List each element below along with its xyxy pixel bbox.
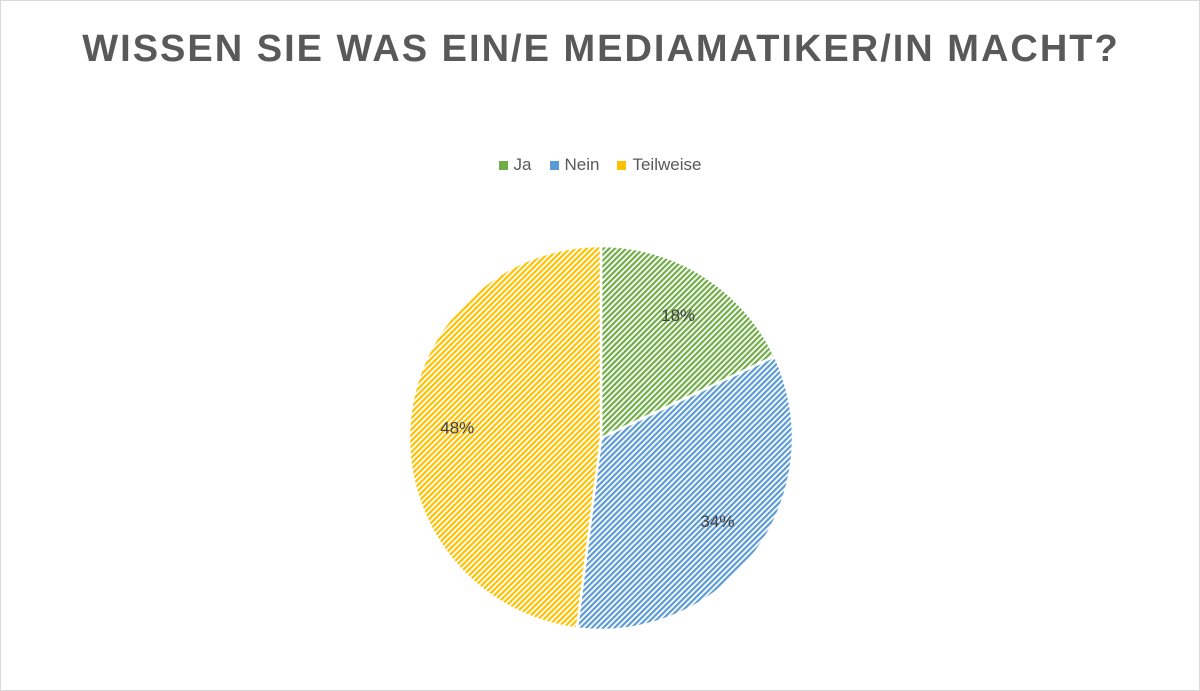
legend-label: Ja bbox=[513, 155, 532, 174]
data-label: 18% bbox=[661, 306, 695, 325]
data-label: 48% bbox=[440, 418, 474, 437]
legend-item: Ja bbox=[498, 155, 532, 175]
legend-item: Teilweise bbox=[617, 155, 701, 175]
pie-slice bbox=[575, 354, 795, 632]
pie-slice bbox=[599, 244, 777, 440]
legend-label: Nein bbox=[564, 155, 600, 174]
legend-swatch bbox=[498, 160, 508, 170]
pie-slice bbox=[407, 244, 603, 630]
legend-swatch bbox=[617, 160, 627, 170]
chart-title: WISSEN SIE WAS EIN/E MEDIAMATIKER/IN MAC… bbox=[82, 28, 1120, 70]
data-label: 34% bbox=[700, 512, 734, 531]
legend-label: Teilweise bbox=[632, 155, 702, 174]
legend: Ja Nein Teilweise bbox=[1, 155, 1199, 175]
legend-swatch bbox=[549, 160, 559, 170]
legend-item: Nein bbox=[549, 155, 600, 175]
